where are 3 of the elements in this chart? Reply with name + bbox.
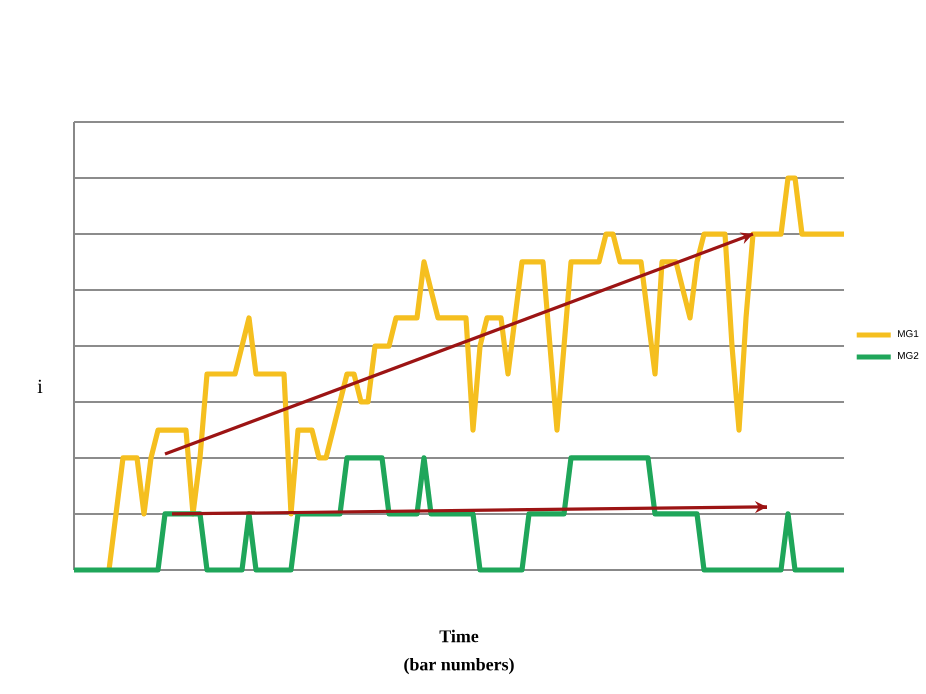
x-axis-title: Time [439,629,479,643]
y-axis-title: i [37,379,43,393]
text: (bar numbers) [404,657,514,675]
